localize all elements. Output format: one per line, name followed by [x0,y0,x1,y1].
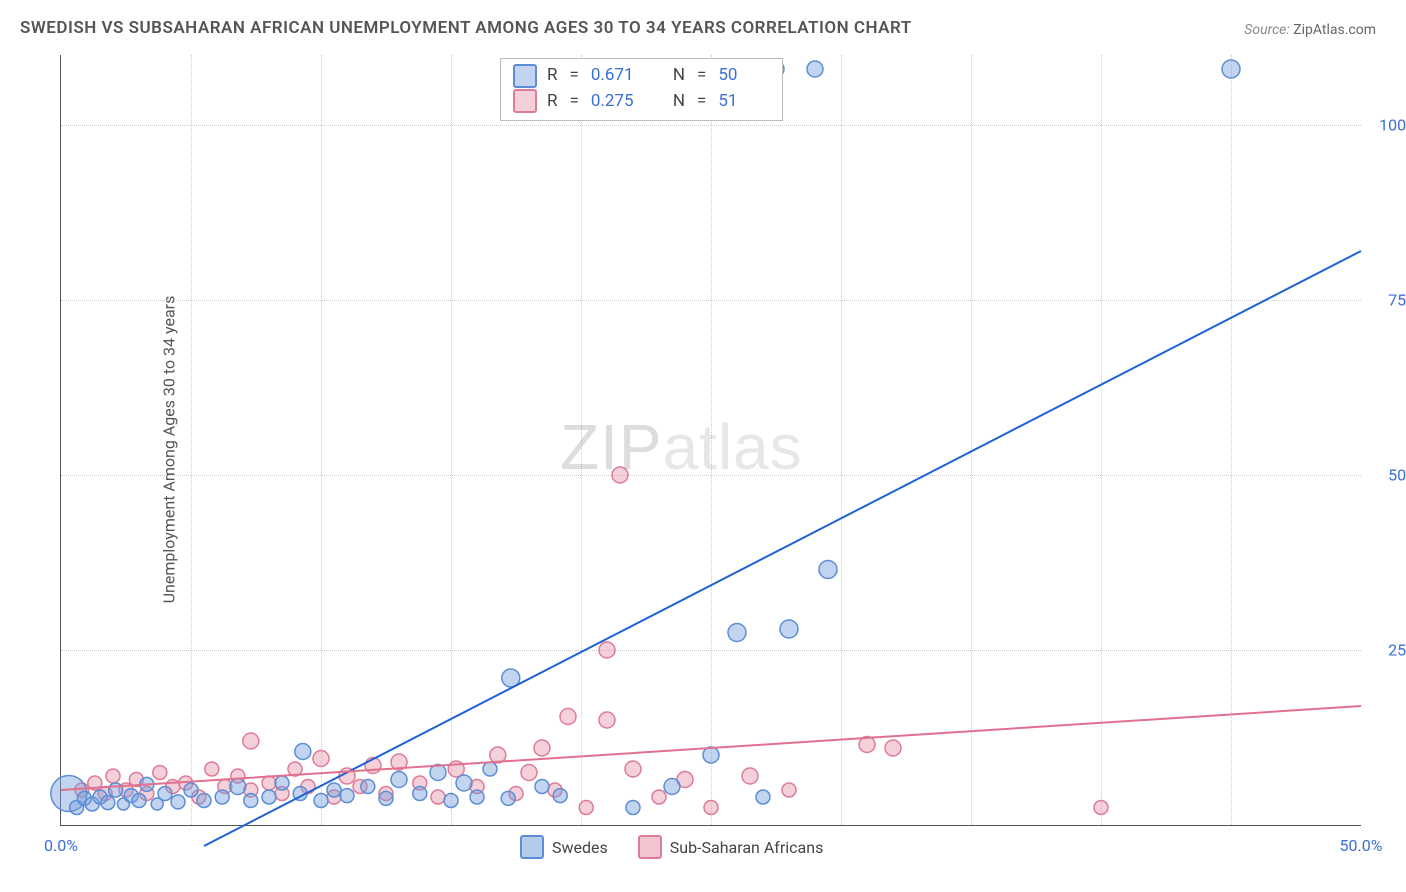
stat-eq: = [697,63,706,89]
data-point [756,790,770,804]
data-point [470,790,484,804]
stats-row: R = 0.275 N = 51 [513,89,768,115]
data-point [184,783,198,797]
data-point [106,769,120,783]
data-point [501,791,515,805]
data-point [215,790,229,804]
stat-eq: = [697,89,706,115]
stat-n-value: 51 [718,89,768,115]
data-point [132,794,146,808]
data-point [534,740,550,756]
data-point [313,751,329,767]
source-prefix: Source: [1244,22,1289,38]
data-point [230,779,246,795]
data-point [379,791,393,805]
stat-r-value: 0.671 [591,63,641,89]
data-point [652,790,666,804]
data-point [626,801,640,815]
y-tick-label: 100.0% [1371,116,1406,135]
data-point [456,775,472,791]
data-point [101,796,115,810]
chart-source: Source: ZipAtlas.com [1244,22,1376,38]
legend-label: Swedes [552,838,608,857]
legend-swatch [513,64,537,88]
data-point [819,561,837,579]
chart-title: SWEDISH VS SUBSAHARAN AFRICAN UNEMPLOYME… [20,18,912,38]
data-point [599,642,615,658]
legend-swatch [638,835,662,859]
data-point [560,709,576,725]
data-point [295,744,311,760]
data-point [158,787,172,801]
data-point [885,740,901,756]
data-point [483,762,497,776]
plot-area: 25.0%50.0%75.0%100.0%0.0%50.0% [60,55,1361,826]
data-point [782,783,796,797]
data-point [314,794,328,808]
data-point [327,783,341,797]
data-point [535,780,549,794]
data-point [361,780,375,794]
data-point [807,61,823,77]
data-point [244,794,258,808]
data-point [742,768,758,784]
data-point [579,801,593,815]
data-point [197,794,211,808]
legend-label: Sub-Saharan Africans [670,838,824,857]
data-point [599,712,615,728]
y-tick-label: 50.0% [1371,466,1406,485]
legend-swatch [520,835,544,859]
x-tick-label: 50.0% [1340,836,1383,855]
data-point [1094,801,1108,815]
stat-n-letter: N [673,63,685,89]
scatter-svg [61,55,1361,825]
legend-swatch [513,89,537,113]
stat-n-value: 50 [718,63,768,89]
stat-n-letter: N [673,89,685,115]
stat-eq: = [569,63,578,89]
data-point [243,733,259,749]
stats-legend-box: R = 0.671 N = 50 R = 0.275 N = 51 [500,58,783,121]
data-point [625,761,641,777]
data-point [171,795,185,809]
bottom-legend: Swedes Sub-Saharan Africans [520,835,823,859]
data-point [521,765,537,781]
x-tick-label: 0.0% [44,836,78,855]
stat-r-value: 0.275 [591,89,641,115]
data-point [612,467,628,483]
data-point [664,779,680,795]
data-point [704,801,718,815]
stats-row: R = 0.671 N = 50 [513,63,768,89]
data-point [728,624,746,642]
data-point [275,776,289,790]
stat-r-letter: R [547,89,557,115]
y-tick-label: 25.0% [1371,641,1406,660]
trend-line [204,251,1361,846]
data-point [703,747,719,763]
data-point [413,787,427,801]
data-point [109,783,123,797]
data-point [780,620,798,638]
data-point [431,790,445,804]
data-point [205,762,219,776]
y-tick-label: 75.0% [1371,291,1406,310]
data-point [391,772,407,788]
data-point [340,789,354,803]
data-point [262,790,276,804]
data-point [1222,60,1240,78]
source-value: ZipAtlas.com [1293,22,1376,38]
data-point [553,789,567,803]
legend-item: Swedes [520,835,608,859]
stat-eq: = [569,89,578,115]
data-point [153,766,167,780]
data-point [262,776,276,790]
legend-item: Sub-Saharan Africans [638,835,824,859]
data-point [444,794,458,808]
stat-r-letter: R [547,63,557,89]
